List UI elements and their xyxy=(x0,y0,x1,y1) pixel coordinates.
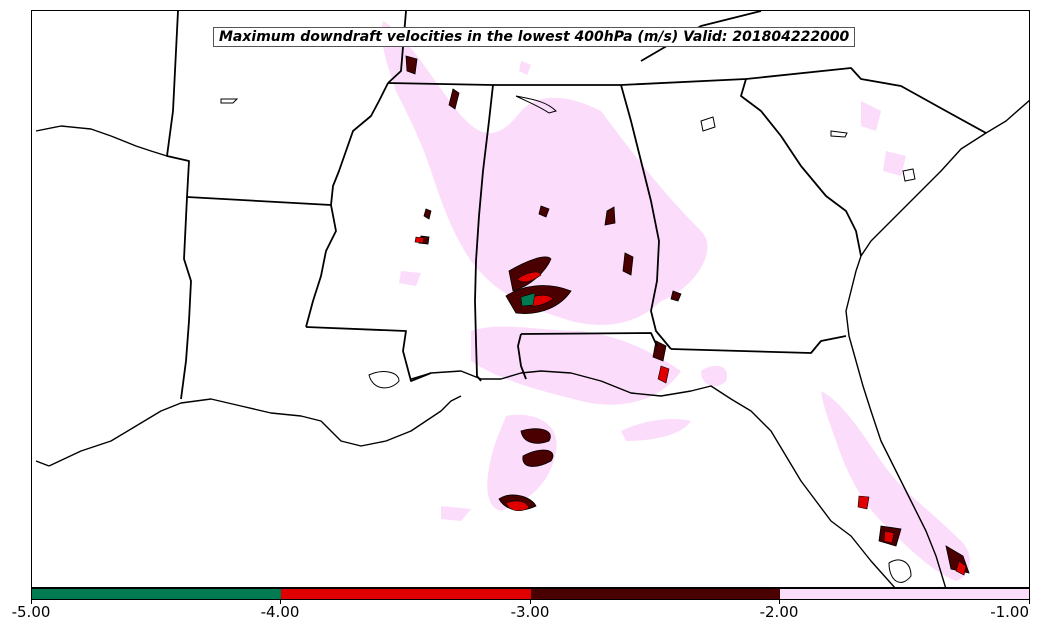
lakes xyxy=(220,95,916,583)
colorbar-tick-mark xyxy=(31,600,32,604)
colorbar-bin-4 xyxy=(779,589,1029,599)
map-title: Maximum downdraft velocities in the lowe… xyxy=(213,27,856,47)
colorbar-tick-mark xyxy=(530,600,531,604)
colorbar-bin-1 xyxy=(32,589,282,599)
colorbar-tick-mark xyxy=(1029,600,1030,604)
downdraft-field-light xyxy=(381,21,971,581)
colorbar-tick-label: -1.00 xyxy=(990,603,1029,621)
state-boundaries xyxy=(166,11,987,400)
coastline xyxy=(35,99,1029,587)
map-canvas xyxy=(35,11,1029,587)
colorbar-tick-mark xyxy=(779,600,780,604)
colorbar-tick-label: -2.00 xyxy=(759,603,799,621)
colorbar-tick-label: -5.00 xyxy=(11,603,51,621)
colorbar-tick-label: -4.00 xyxy=(260,603,300,621)
map-panel: Maximum downdraft velocities in the lowe… xyxy=(31,10,1030,588)
colorbar xyxy=(31,588,1030,600)
colorbar-bin-3 xyxy=(530,589,780,599)
colorbar-tick-label: -3.00 xyxy=(510,603,550,621)
colorbar-bin-2 xyxy=(281,589,531,599)
colorbar-tick-mark xyxy=(280,600,281,604)
downdraft-field-red xyxy=(414,236,967,576)
downdraft-field-green xyxy=(520,292,536,307)
